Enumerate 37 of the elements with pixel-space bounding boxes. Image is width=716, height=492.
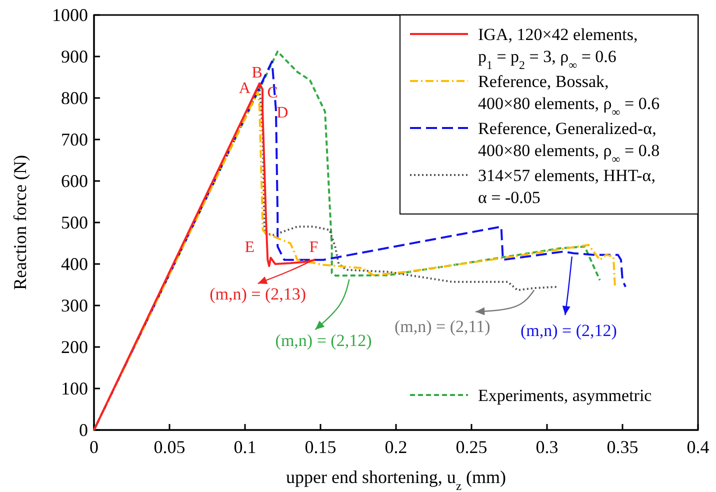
y-axis-title: Reaction force (N): [10, 155, 30, 290]
x-tick-label: 0.4: [686, 436, 710, 457]
y-tick-label: 400: [61, 254, 88, 274]
y-tick-label: 800: [61, 88, 88, 108]
y-tick-label: 700: [61, 129, 88, 150]
y-tick-label: 200: [61, 336, 88, 357]
y-tick-label: 0: [79, 420, 88, 440]
y-tick-label: 100: [61, 378, 88, 398]
x-tick-label: 0.15: [304, 436, 336, 457]
legend-label: Reference, Generalized-α, 400×80 elements, ρ$_{∞}$ = 0.8: [478, 118, 660, 166]
y-tick-label: 600: [61, 170, 88, 191]
y-tick-label: 500: [61, 212, 88, 232]
annotation: D: [276, 104, 288, 122]
x-tick-label: 0.05: [154, 436, 186, 457]
annotation: (m,n) = (2,12): [275, 330, 372, 350]
annotation: (m,n) = (2,13): [210, 284, 306, 304]
annotation: C: [267, 84, 278, 102]
line-series: [93, 82, 316, 431]
annotation: (m,n) = (2,11): [394, 317, 490, 336]
x-tick-label: 0.2: [384, 436, 408, 457]
y-tick-label: 900: [61, 46, 88, 66]
annotation: F: [309, 239, 318, 256]
y-tick-label: 300: [61, 295, 88, 316]
x-tick-label: 0.25: [456, 436, 488, 457]
x-tick-label: 0.1: [234, 436, 256, 457]
x-axis-title: upper end shortening, u$_{z}$ (mm): [286, 467, 506, 492]
legend-label: Experiments, asymmetric: [478, 386, 652, 405]
annotation: E: [244, 239, 255, 256]
y-tick-label: 1000: [52, 4, 88, 25]
legend-label: 314×57 elements, HHT-α, α = -0.05: [478, 166, 656, 207]
legend-label: Reference, Bossak, 400×80 elements, ρ$_{∞}$ = 0.6: [478, 72, 660, 119]
annotation: A: [238, 80, 251, 98]
x-tick-label: 0.35: [606, 436, 638, 457]
x-tick-label: 0.3: [536, 436, 558, 457]
annotation: (m,n) = (2,12): [520, 320, 617, 340]
annotation: B: [252, 64, 262, 82]
legend-label: IGA, 120×42 elements, p$_{1}$ = p$_{2}$ = 3, ρ$_{∞}$ = 0.6: [478, 24, 638, 72]
